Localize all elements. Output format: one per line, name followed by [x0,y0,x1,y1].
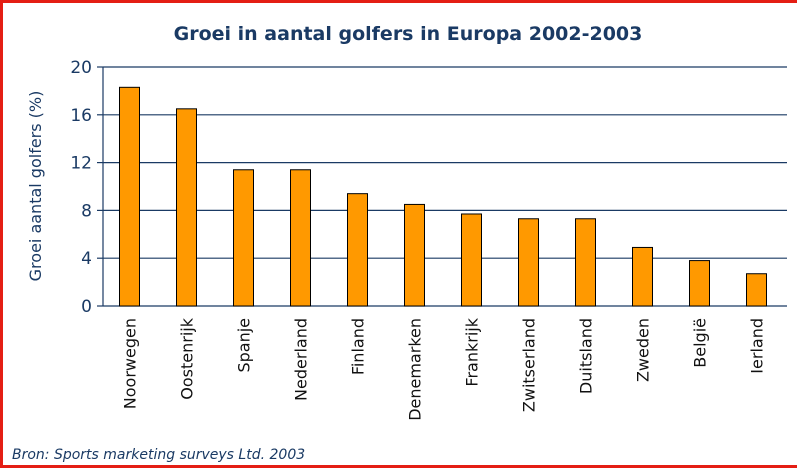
y-tick-label: 20 [70,58,92,78]
y-tick-label: 8 [81,201,92,221]
y-tick-label: 16 [70,106,92,126]
bar-nederland [290,169,311,307]
y-tick-labels: 0 4 8 12 16 20 [70,58,92,317]
bar-belgië [689,260,710,307]
x-tick-label: Oostenrijk [178,317,197,399]
x-tick-label: Frankrijk [463,317,482,386]
x-tick-label: Finland [349,318,368,375]
x-tick-label: Ierland [748,318,767,374]
gridlines [97,66,787,307]
bar-finland [347,193,368,307]
x-tick-label: Noorwegen [121,318,140,409]
y-tick-label: 0 [81,297,92,317]
y-axis-label: Groei aantal golfers (%) [26,91,45,282]
bars [119,86,767,307]
x-tick-label: Zwitserland [520,318,539,412]
bar-duitsland [575,218,596,307]
bar-oostenrijk [176,108,197,307]
bar-zweden [632,246,653,307]
bar-spanje [233,169,254,307]
source-note: Bron: Sports marketing surveys Ltd. 2003 [12,447,305,463]
x-tick-labels: Noorwegen Oostenrijk Spanje Nederland Finlan… [121,317,767,421]
y-tick-label: 12 [70,154,92,174]
x-tick-label: Duitsland [577,318,596,394]
x-tick-label: Nederland [292,318,311,401]
bar-frankrijk [461,213,482,307]
y-tick-label: 4 [81,249,92,269]
chart-title: Groei in aantal golfers in Europa 2002-2… [174,23,643,45]
bar-ierland [746,273,767,307]
x-tick-label: België [691,318,710,368]
x-tick-label: Spanje [235,318,254,373]
x-tick-label: Zweden [634,318,653,382]
bar-noorwegen [119,86,140,307]
bar-denemarken [404,203,425,307]
bar-zwitserland [518,218,539,307]
x-tick-label: Denemarken [406,318,425,421]
